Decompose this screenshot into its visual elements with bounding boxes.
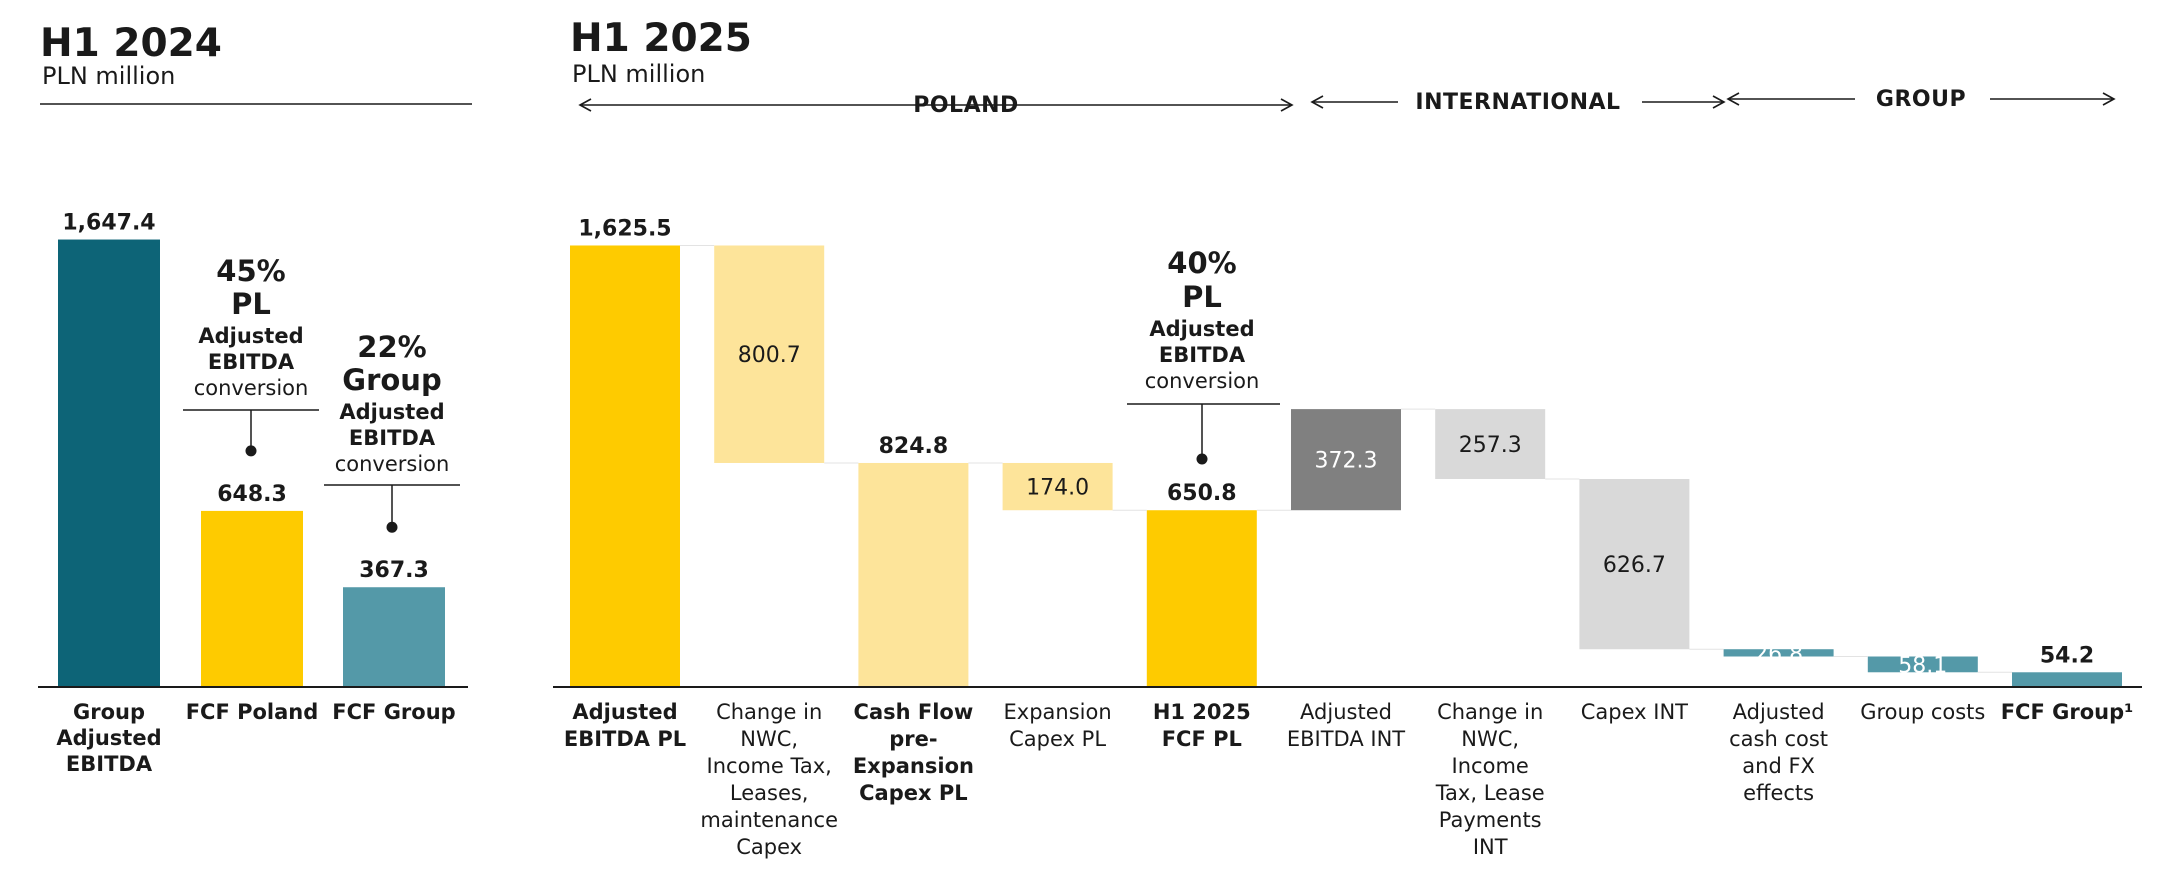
h1-2025-subtitle: PLN million bbox=[572, 60, 705, 88]
waterfall-category-1-5: Capex bbox=[736, 835, 802, 859]
waterfall-bar-3 bbox=[1002, 462, 1113, 511]
conversion-label-h1-2024-0-0: Adjusted bbox=[198, 324, 303, 348]
waterfall-bar-9 bbox=[1867, 656, 1978, 673]
h1-2024-subtitle: PLN million bbox=[42, 62, 175, 90]
section-label-1: INTERNATIONAL bbox=[1415, 90, 1620, 115]
waterfall-category-2-1: pre- bbox=[889, 727, 937, 751]
conversion-text-h1-2024-0: conversion bbox=[194, 376, 309, 400]
waterfall-category-0-1: EBITDA PL bbox=[564, 727, 686, 751]
h1-2024-title: H1 2024 bbox=[40, 21, 222, 66]
category-label-h1-2024-1-0: FCF Poland bbox=[186, 700, 319, 724]
waterfall-bar-10 bbox=[2012, 672, 2122, 687]
conversion-pct-h1-2024-1: 22% bbox=[357, 330, 426, 364]
waterfall-value-5: 372.3 bbox=[1315, 449, 1378, 474]
waterfall-bar-0 bbox=[570, 245, 680, 687]
conversion-text-h1-2024-1: conversion bbox=[335, 452, 450, 476]
bar-h1-2024-0 bbox=[58, 239, 160, 688]
h1-2025-title: H1 2025 bbox=[570, 16, 752, 61]
waterfall-category-3-0: Expansion bbox=[1004, 700, 1112, 724]
waterfall-bar-2 bbox=[858, 462, 969, 687]
bar-h1-2024-1 bbox=[201, 510, 303, 687]
conversion-dot-h1-2025 bbox=[1196, 453, 1208, 465]
waterfall-category-4-1: FCF PL bbox=[1162, 727, 1242, 751]
waterfall-category-8-1: cash cost bbox=[1729, 727, 1828, 751]
conversion-label-h1-2024-0-1: EBITDA bbox=[208, 350, 295, 374]
waterfall-value-7: 626.7 bbox=[1603, 553, 1666, 578]
conversion-label-h1-2025-0: Adjusted bbox=[1149, 317, 1254, 341]
waterfall-category-5-0: Adjusted bbox=[1300, 700, 1392, 724]
value-label-h1-2024-0: 1,647.4 bbox=[62, 211, 155, 236]
waterfall-category-5-1: EBITDA INT bbox=[1287, 727, 1405, 751]
waterfall-value-0: 1,625.5 bbox=[578, 216, 671, 241]
category-label-h1-2024-0-2: EBITDA bbox=[66, 752, 153, 776]
waterfall-value-1: 800.7 bbox=[738, 343, 801, 368]
waterfall-category-9-0: Group costs bbox=[1860, 700, 1985, 724]
value-label-h1-2024-2: 367.3 bbox=[359, 558, 429, 583]
waterfall-category-4-0: H1 2025 bbox=[1153, 700, 1251, 724]
conversion-label-h1-2024-1-0: Adjusted bbox=[339, 400, 444, 424]
waterfall-category-1-0: Change in bbox=[716, 700, 822, 724]
waterfall-category-2-0: Cash Flow bbox=[854, 700, 974, 724]
conversion-pct-h1-2025: 40% bbox=[1167, 246, 1236, 280]
waterfall-category-1-4: maintenance bbox=[700, 808, 838, 832]
waterfall-category-2-3: Capex PL bbox=[859, 781, 968, 805]
category-label-h1-2024-2-0: FCF Group bbox=[332, 700, 455, 724]
conversion-label-h1-2025-1: EBITDA bbox=[1159, 343, 1246, 367]
waterfall-category-6-5: INT bbox=[1473, 835, 1508, 859]
waterfall-bar-8 bbox=[1723, 649, 1834, 657]
bar-h1-2024-2 bbox=[343, 587, 445, 687]
waterfall-bar-4 bbox=[1146, 510, 1257, 687]
waterfall-value-2: 824.8 bbox=[879, 434, 949, 459]
conversion-dot-h1-2024-1 bbox=[386, 521, 398, 533]
category-label-h1-2024-0-1: Adjusted bbox=[56, 726, 161, 750]
conversion-scope-h1-2024-1: Group bbox=[342, 363, 441, 397]
waterfall-category-6-3: Tax, Lease bbox=[1435, 781, 1545, 805]
waterfall-category-8-3: effects bbox=[1743, 781, 1814, 805]
waterfall-category-6-0: Change in bbox=[1437, 700, 1543, 724]
waterfall-value-9: 58.1 bbox=[1898, 653, 1947, 678]
waterfall-bar-5 bbox=[1291, 409, 1401, 511]
conversion-text-h1-2025: conversion bbox=[1145, 369, 1260, 393]
section-label-0: POLAND bbox=[913, 93, 1019, 118]
waterfall-category-1-1: NWC, bbox=[740, 727, 798, 751]
waterfall-category-6-1: NWC, bbox=[1461, 727, 1519, 751]
waterfall-value-10: 54.2 bbox=[2040, 643, 2094, 668]
waterfall-category-8-2: and FX bbox=[1742, 754, 1815, 778]
waterfall-category-1-3: Leases, bbox=[730, 781, 809, 805]
waterfall-value-8: 26.8 bbox=[1754, 642, 1803, 667]
waterfall-category-3-1: Capex PL bbox=[1009, 727, 1106, 751]
waterfall-value-3: 174.0 bbox=[1026, 476, 1089, 501]
conversion-dot-h1-2024-0 bbox=[245, 445, 257, 457]
conversion-scope-h1-2025: PL bbox=[1182, 280, 1222, 314]
waterfall-value-6: 257.3 bbox=[1459, 433, 1522, 458]
waterfall-bar-1 bbox=[714, 245, 825, 463]
waterfall-category-6-4: Payments bbox=[1439, 808, 1542, 832]
conversion-scope-h1-2024-0: PL bbox=[231, 287, 271, 321]
waterfall-category-7-0: Capex INT bbox=[1581, 700, 1688, 724]
waterfall-category-0-0: Adjusted bbox=[572, 700, 677, 724]
waterfall-category-1-2: Income Tax, bbox=[707, 754, 832, 778]
value-label-h1-2024-1: 648.3 bbox=[217, 482, 287, 507]
waterfall-category-10-0: FCF Group¹ bbox=[2001, 700, 2134, 724]
waterfall-category-2-2: Expansion bbox=[853, 754, 974, 778]
conversion-label-h1-2024-1-1: EBITDA bbox=[349, 426, 436, 450]
waterfall-bar-7 bbox=[1579, 478, 1690, 650]
conversion-pct-h1-2024-0: 45% bbox=[216, 254, 285, 288]
category-label-h1-2024-0-0: Group bbox=[73, 700, 145, 724]
waterfall-category-6-2: Income bbox=[1452, 754, 1529, 778]
waterfall-value-4: 650.8 bbox=[1167, 481, 1237, 506]
section-label-2: GROUP bbox=[1876, 87, 1966, 112]
waterfall-bar-6 bbox=[1435, 409, 1546, 479]
waterfall-category-8-0: Adjusted bbox=[1733, 700, 1825, 724]
